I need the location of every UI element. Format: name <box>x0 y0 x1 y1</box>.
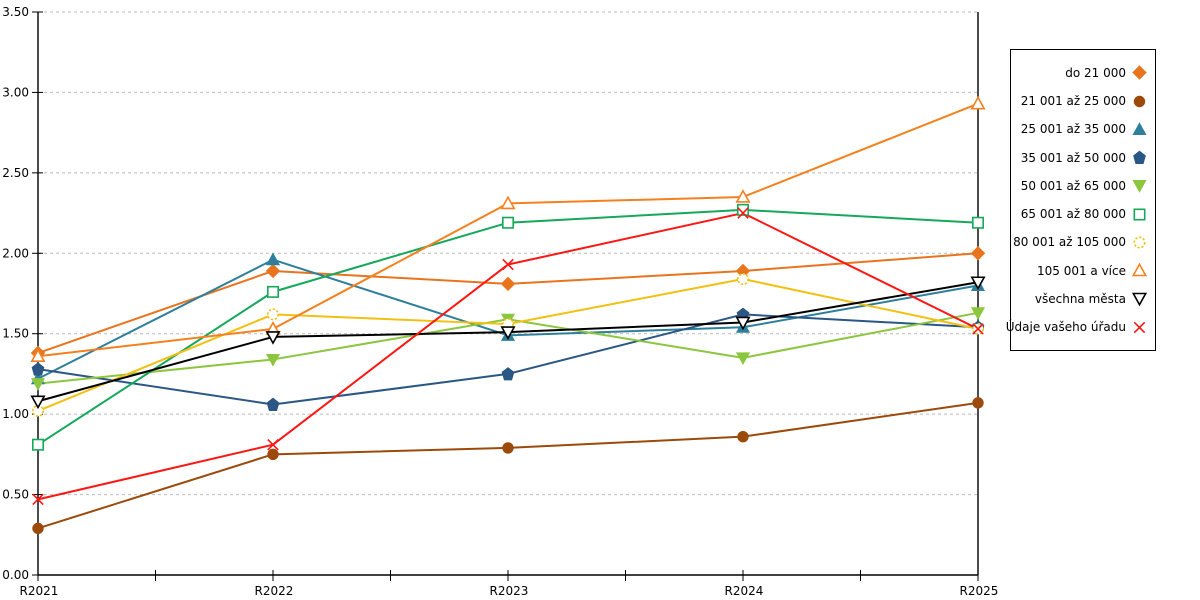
legend-marker-icon <box>1132 180 1147 194</box>
triangle-up-marker-icon <box>1131 262 1148 277</box>
circle-marker-icon <box>1133 236 1146 249</box>
legend-marker-icon <box>1133 321 1146 333</box>
circle-marker-icon <box>32 404 44 417</box>
series-line <box>37 212 979 501</box>
legend-marker-icon <box>1133 150 1146 165</box>
y-tick-label: 1.50 <box>2 327 29 341</box>
triangle-down-marker-icon <box>970 276 986 291</box>
legend-item: do 21 000 <box>1014 64 1148 81</box>
line-chart-plot: 0.00 0.50 1.00 1.50 2.00 2.50 3.00 3.50 R2021 R20… <box>2 5 999 598</box>
circle-marker-icon <box>267 448 279 461</box>
legend-marker-icon <box>1133 95 1146 107</box>
legend-label: 35 001 až 50 000 <box>1020 150 1126 165</box>
diamond-marker-icon <box>265 263 281 279</box>
x-marker-icon <box>502 258 514 271</box>
legend-marker-icon <box>1133 208 1146 221</box>
series-line <box>37 281 979 403</box>
x-tick-label: R2023 <box>490 584 529 598</box>
pentagon-marker-icon <box>266 397 280 411</box>
square-marker-icon <box>267 285 279 298</box>
y-tick-label: 0.50 <box>2 488 29 502</box>
triangle-down-marker-icon <box>1131 293 1148 307</box>
x-marker-icon <box>1133 321 1146 333</box>
triangle-up-marker-icon <box>1132 122 1147 135</box>
pentagon-marker-icon <box>1133 150 1146 165</box>
triangle-down-marker-icon <box>30 378 46 391</box>
triangle-down-marker-icon <box>265 331 281 345</box>
diamond-marker-icon <box>1132 65 1147 80</box>
triangle-down-marker-icon <box>735 352 751 366</box>
circle-marker-icon <box>32 522 44 535</box>
legend-label: 50 001 až 65 000 <box>1020 178 1126 193</box>
x-tick-label: R2021 <box>20 584 59 598</box>
circle-marker-icon <box>1133 95 1146 107</box>
diamond-marker-icon <box>500 276 516 292</box>
circle-marker-icon <box>972 397 984 409</box>
legend-marker-icon <box>1131 262 1148 277</box>
legend-item: Údaje vašeho úřadu <box>1006 319 1148 336</box>
triangle-down-marker-icon <box>500 326 516 340</box>
square-marker-icon <box>1133 208 1146 221</box>
circle-marker-icon <box>502 442 514 454</box>
y-tick-label: 0.00 <box>2 568 29 582</box>
triangle-down-marker-icon <box>735 316 751 331</box>
legend-item: 50 001 až 65 000 <box>1014 177 1148 194</box>
x-marker-icon <box>737 207 749 219</box>
y-tick-label: 3.50 <box>2 5 29 19</box>
y-tick-label: 3.00 <box>2 85 29 99</box>
legend-label: do 21 000 <box>1065 65 1126 80</box>
x-tick-label: R2025 <box>960 584 999 598</box>
y-tick-label: 2.50 <box>2 166 29 180</box>
square-marker-icon <box>502 216 514 229</box>
legend-label: 25 001 až 35 000 <box>1020 122 1126 137</box>
legend-marker-icon <box>1131 293 1148 307</box>
x-marker-icon <box>32 493 44 506</box>
legend-marker-icon <box>1132 122 1147 135</box>
triangle-down-marker-icon <box>30 395 46 410</box>
pentagon-marker-icon <box>31 362 45 376</box>
x-marker-icon <box>267 438 279 451</box>
triangle-up-marker-icon <box>30 348 46 363</box>
circle-marker-icon <box>737 430 749 443</box>
legend-label: 105 001 a více <box>1036 263 1126 278</box>
square-marker-icon <box>737 203 749 216</box>
legend-label: 80 001 až 105 000 <box>1013 235 1126 250</box>
triangle-up-marker-icon <box>265 252 281 266</box>
square-marker-icon <box>972 216 984 229</box>
legend-marker-icon <box>1132 65 1147 80</box>
legend-item: 80 001 až 105 000 <box>1013 234 1148 251</box>
legend-item: 25 001 až 35 000 <box>1014 121 1148 138</box>
legend-item: 65 001 až 80 000 <box>1014 206 1148 223</box>
x-marker-icon <box>972 323 984 335</box>
triangle-down-marker-icon <box>1132 180 1147 194</box>
square-marker-icon <box>32 438 44 451</box>
legend-item: všechna města <box>1014 290 1148 307</box>
legend-item: 35 001 až 50 000 <box>1014 149 1148 166</box>
x-tick-label: R2024 <box>725 584 764 598</box>
legend-label: všechna města <box>1034 291 1126 306</box>
legend-item: 21 001 až 25 000 <box>1014 93 1148 110</box>
legend-marker-icon <box>1133 236 1146 249</box>
pentagon-marker-icon <box>501 367 515 381</box>
triangle-down-marker-icon <box>970 307 986 321</box>
y-tick-label: 2.00 <box>2 246 29 260</box>
triangle-down-marker-icon <box>265 353 281 367</box>
diamond-marker-icon <box>970 246 986 261</box>
triangle-up-marker-icon <box>735 189 751 203</box>
y-tick-label: 1.00 <box>2 407 29 421</box>
legend-item: 105 001 a více <box>1014 262 1148 279</box>
circle-marker-icon <box>267 308 279 321</box>
circle-marker-icon <box>737 273 749 286</box>
triangle-up-marker-icon <box>500 195 516 210</box>
legend-label: Údaje vašeho úřadu <box>1005 320 1126 335</box>
triangle-up-marker-icon <box>970 95 986 110</box>
x-tick-label: R2022 <box>255 584 294 598</box>
legend-label: 21 001 až 25 000 <box>1020 94 1126 109</box>
chart-legend: do 21 000 21 001 až 25 000 25 001 až 35 00… <box>1006 49 1156 351</box>
legend-label: 65 001 až 80 000 <box>1020 207 1126 222</box>
